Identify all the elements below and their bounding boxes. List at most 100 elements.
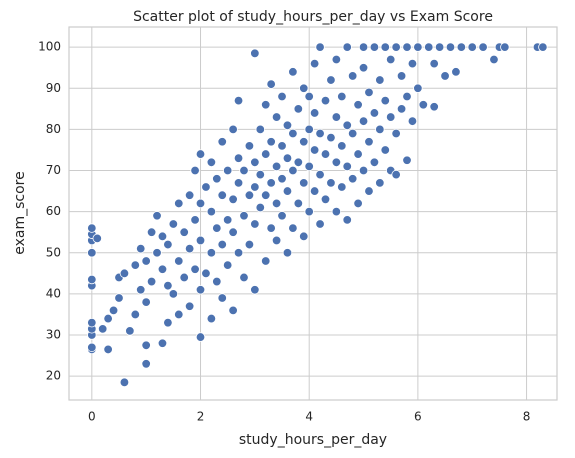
y-axis-label: exam_score xyxy=(12,171,28,255)
chart-title: Scatter plot of study_hours_per_day vs E… xyxy=(133,9,493,25)
point xyxy=(146,276,157,287)
point xyxy=(233,153,244,163)
point xyxy=(152,211,162,221)
point xyxy=(396,71,407,81)
point xyxy=(380,95,390,106)
point xyxy=(315,128,325,139)
point xyxy=(282,153,293,163)
point xyxy=(250,48,260,59)
point xyxy=(500,42,510,52)
point xyxy=(201,268,211,279)
point xyxy=(163,280,173,291)
point xyxy=(391,42,401,52)
point xyxy=(451,67,461,77)
point xyxy=(309,145,320,155)
point xyxy=(271,235,282,246)
point xyxy=(326,178,336,188)
point xyxy=(206,157,217,167)
point xyxy=(146,227,157,237)
point xyxy=(250,157,260,167)
point xyxy=(538,42,548,52)
point xyxy=(266,79,276,89)
point xyxy=(358,63,369,73)
point xyxy=(282,120,293,130)
point xyxy=(228,124,238,135)
y-tick-label: 80 xyxy=(46,122,61,136)
point xyxy=(163,317,173,328)
point xyxy=(266,223,276,233)
point xyxy=(179,227,189,237)
point xyxy=(315,42,325,52)
point xyxy=(141,340,151,351)
point xyxy=(288,67,298,77)
point xyxy=(212,223,222,233)
point xyxy=(320,194,331,205)
point xyxy=(369,157,380,167)
y-tick-label: 100 xyxy=(38,40,61,54)
point xyxy=(299,83,309,93)
y-tick-label: 40 xyxy=(46,286,61,300)
x-tick-label: 4 xyxy=(305,410,313,424)
point xyxy=(299,231,309,242)
point xyxy=(271,112,282,122)
point xyxy=(309,58,320,69)
point xyxy=(369,108,380,118)
point xyxy=(337,182,347,192)
point xyxy=(206,313,217,324)
point xyxy=(184,190,195,200)
point xyxy=(337,91,347,102)
point xyxy=(228,305,238,316)
point xyxy=(228,194,238,205)
point xyxy=(271,161,282,172)
point xyxy=(282,186,293,196)
point xyxy=(347,71,358,81)
point xyxy=(108,305,119,316)
point xyxy=(184,301,195,311)
y-tick-label: 70 xyxy=(46,163,61,177)
point xyxy=(391,128,401,139)
y-tick-label: 50 xyxy=(46,245,61,259)
point xyxy=(315,169,325,180)
x-axis-label: study_hours_per_day xyxy=(239,432,387,448)
point xyxy=(445,42,456,52)
point xyxy=(407,116,418,126)
point xyxy=(342,42,352,52)
point xyxy=(320,95,331,106)
point xyxy=(168,289,179,299)
point xyxy=(331,54,342,65)
point xyxy=(195,149,206,159)
point xyxy=(233,248,244,258)
point xyxy=(326,75,336,85)
point xyxy=(212,174,222,184)
point xyxy=(424,42,434,52)
point xyxy=(429,102,439,112)
point xyxy=(271,198,282,209)
point xyxy=(266,137,276,147)
point xyxy=(174,256,184,266)
point xyxy=(141,297,151,307)
point xyxy=(222,215,233,225)
point xyxy=(380,42,390,52)
point xyxy=(315,219,325,229)
point xyxy=(309,108,320,118)
x-tick-label: 0 xyxy=(88,410,96,424)
point xyxy=(299,137,309,147)
point xyxy=(347,174,358,184)
point xyxy=(364,87,374,98)
point xyxy=(239,272,249,283)
point xyxy=(136,243,146,254)
point xyxy=(277,174,287,184)
point xyxy=(228,227,238,237)
point xyxy=(266,178,276,188)
point xyxy=(293,104,304,114)
y-tick-label: 60 xyxy=(46,204,61,218)
point xyxy=(222,260,233,270)
point xyxy=(244,190,255,200)
point xyxy=(299,178,309,188)
point xyxy=(342,120,352,130)
point xyxy=(331,206,342,217)
point xyxy=(375,75,385,85)
point xyxy=(87,342,97,353)
x-tick-label: 8 xyxy=(523,410,531,424)
point xyxy=(402,91,412,102)
